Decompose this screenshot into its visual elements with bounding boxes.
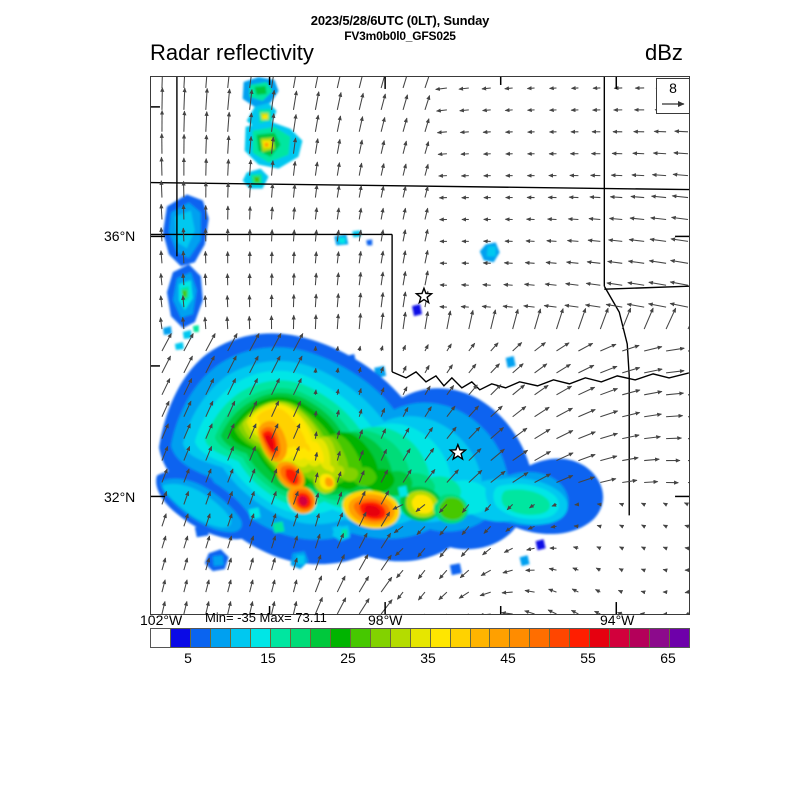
colorbar-swatch bbox=[410, 629, 431, 647]
colorbar-tick-label: 65 bbox=[660, 650, 676, 666]
colorbar-swatch bbox=[330, 629, 351, 647]
reflectivity-field bbox=[156, 77, 604, 576]
city-markers-layer bbox=[414, 286, 468, 461]
colorbar-tick-label: 25 bbox=[340, 650, 356, 666]
colorbar-swatch bbox=[590, 629, 611, 647]
colorbar-tick-label: 5 bbox=[184, 650, 192, 666]
colorbar-swatch bbox=[450, 629, 471, 647]
minmax-annotation: Min= -35 Max= 73.11 bbox=[205, 610, 327, 625]
colorbar-swatch bbox=[290, 629, 311, 647]
colorbar-swatch bbox=[510, 629, 531, 647]
colorbar-swatch bbox=[390, 629, 411, 647]
lat-tick-32n: 32°N bbox=[104, 489, 136, 505]
colorbar-swatch bbox=[370, 629, 391, 647]
colorbar-tick-label: 35 bbox=[420, 650, 436, 666]
state-boundaries bbox=[151, 77, 689, 516]
colorbar-tick-label: 45 bbox=[500, 650, 516, 666]
colorbar[interactable] bbox=[150, 628, 690, 648]
colorbar-swatch bbox=[630, 629, 651, 647]
colorbar-swatch bbox=[550, 629, 571, 647]
page-title: Radar reflectivity bbox=[150, 40, 314, 65]
map-canvas[interactable] bbox=[150, 76, 690, 615]
colorbar-swatch bbox=[470, 629, 491, 647]
colorbar-swatch bbox=[230, 629, 251, 647]
lon-tick-98w: 98°W bbox=[368, 612, 403, 628]
colorbar-swatch bbox=[151, 629, 171, 647]
wind-vector-field bbox=[158, 77, 689, 614]
plot-date-title: 2023/5/28/6UTC (0LT), Sunday bbox=[310, 13, 490, 28]
colorbar-swatch bbox=[610, 629, 631, 647]
lon-tick-102w: 102°W bbox=[140, 612, 183, 628]
colorbar-swatch bbox=[650, 629, 671, 647]
lat-tick-36n: 36°N bbox=[104, 228, 136, 244]
colorbar-swatch bbox=[210, 629, 231, 647]
colorbar-tick-labels: 5 15 25 35 45 55 65 bbox=[150, 650, 690, 668]
colorbar-swatch bbox=[170, 629, 191, 647]
colorbar-swatch bbox=[530, 629, 551, 647]
colorbar-swatch bbox=[670, 629, 690, 647]
arrow-right-icon bbox=[662, 101, 685, 107]
plot-model-title: FV3m0b0l0_GFS025 bbox=[344, 29, 456, 43]
lon-tick-94w: 94°W bbox=[600, 612, 635, 628]
colorbar-swatch bbox=[190, 629, 211, 647]
colorbar-swatch bbox=[570, 629, 591, 647]
axis-ticks bbox=[151, 77, 689, 614]
reference-vector-value: 8 bbox=[669, 80, 677, 96]
colorbar-swatch bbox=[490, 629, 511, 647]
reference-vector-legend: 8 bbox=[656, 78, 690, 114]
colorbar-swatch bbox=[250, 629, 271, 647]
colorbar-tick-label: 15 bbox=[260, 650, 276, 666]
colorbar-swatch bbox=[310, 629, 331, 647]
colorbar-tick-label: 55 bbox=[580, 650, 596, 666]
colorbar-swatch bbox=[430, 629, 451, 647]
units-label: dBz bbox=[645, 40, 683, 65]
colorbar-swatch bbox=[270, 629, 291, 647]
colorbar-swatch bbox=[350, 629, 371, 647]
